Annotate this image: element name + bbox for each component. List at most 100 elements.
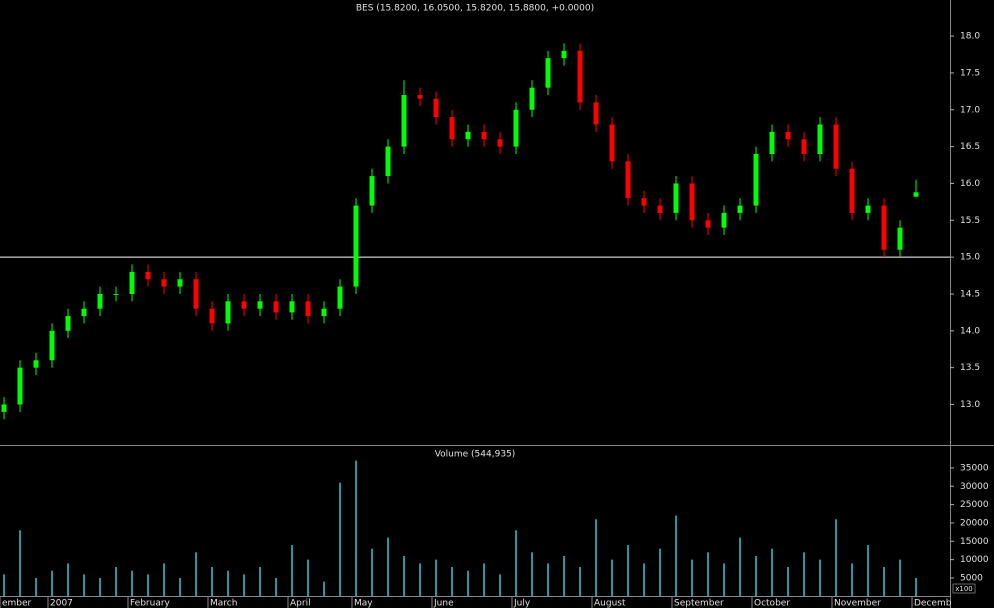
y-tick-label: 16.5 [960, 142, 980, 152]
candle-body [113, 293, 119, 295]
candle-body [497, 139, 503, 147]
candle-body [145, 271, 151, 280]
candle-body [833, 124, 839, 169]
candle-body [657, 205, 663, 213]
volume-bar [739, 537, 741, 597]
candle-body [705, 220, 711, 228]
candle-body [545, 58, 551, 88]
volume-bar [131, 570, 133, 597]
x-tick-label: June [433, 599, 454, 608]
volume-bar [419, 563, 421, 597]
candle-body [385, 146, 391, 177]
volume-tick-label: 35000 [960, 463, 989, 473]
volume-bar [579, 566, 581, 597]
volume-bar [835, 519, 837, 597]
volume-bar [611, 559, 613, 597]
y-tick-label: 17.0 [960, 105, 980, 115]
x-tick-label: Decemb [914, 599, 952, 608]
candle-body [273, 301, 279, 313]
unit-box [952, 583, 976, 594]
y-tick-label: 15.0 [960, 253, 980, 263]
candle-body [321, 308, 327, 317]
volume-bar [915, 577, 917, 597]
chart-title: BES (15.8200, 16.0500, 15.8200, 15.8800,… [356, 4, 594, 14]
volume-bar [755, 555, 757, 597]
volume-bar [291, 544, 293, 597]
volume-bar [563, 555, 565, 597]
candle-body [33, 360, 39, 368]
candle-body [193, 279, 199, 309]
volume-bar [643, 563, 645, 597]
candle-body [289, 301, 295, 313]
candle-body [577, 50, 583, 103]
candle-body [817, 124, 823, 154]
x-tick-label: May [354, 599, 373, 608]
candle-body [65, 316, 71, 331]
candle-body [1, 404, 7, 412]
x-tick-label: September [674, 599, 724, 608]
volume-bar [851, 563, 853, 597]
volume-bar [339, 482, 341, 597]
volume-tick-label: 5000 [960, 573, 983, 583]
y-tick-label: 13.5 [960, 363, 980, 373]
candle-body [401, 95, 407, 147]
candle-body [81, 308, 87, 317]
candle-body [785, 131, 791, 140]
volume-bar [323, 581, 325, 597]
volume-bar [435, 559, 437, 597]
candle-body [97, 293, 103, 309]
candle-body [769, 131, 775, 154]
volume-tick-label: 25000 [960, 500, 989, 510]
candle-body [609, 124, 615, 162]
volume-bar [627, 544, 629, 597]
y-tick-label: 14.5 [960, 289, 980, 299]
volume-bar [499, 574, 501, 597]
candle-body [449, 117, 455, 140]
y-tick-label: 17.5 [960, 68, 980, 78]
candle-body [337, 286, 343, 309]
candle-body [721, 212, 727, 228]
x-tick-label: October [754, 599, 790, 608]
volume-bar [307, 559, 309, 597]
volume-tick-label: 15000 [960, 537, 989, 547]
candle-body [753, 153, 759, 206]
candle-body [481, 131, 487, 140]
volume-bar [723, 563, 725, 597]
y-tick-label: 13.0 [960, 400, 980, 410]
volume-bar [83, 574, 85, 597]
y-tick-label: 14.0 [960, 326, 980, 336]
x-tick-label: March [210, 599, 237, 608]
volume-bar [691, 559, 693, 597]
volume-bar [547, 563, 549, 597]
volume-bar [195, 552, 197, 597]
volume-unit: x100 [955, 585, 973, 593]
x-tick-label: 2007 [50, 599, 73, 608]
candle-body [305, 301, 311, 317]
volume-bar [787, 566, 789, 597]
candle-body [433, 98, 439, 118]
volume-bar [387, 537, 389, 597]
volume-bar [67, 563, 69, 597]
volume-bar [467, 570, 469, 597]
candle-body [465, 131, 471, 140]
volume-bar [275, 577, 277, 597]
candle-body [913, 192, 919, 197]
candle-body [129, 271, 135, 294]
y-tick-label: 15.5 [960, 216, 980, 226]
volume-bar [179, 577, 181, 597]
volume-bar [771, 548, 773, 597]
candle-body [689, 183, 695, 221]
y-tick-label: 16.0 [960, 179, 980, 189]
candle-body [625, 161, 631, 199]
volume-bar [883, 566, 885, 597]
volume-bar [163, 563, 165, 597]
candle-body [561, 50, 567, 59]
volume-bar [803, 552, 805, 597]
candle-body [593, 102, 599, 125]
volume-bar [243, 574, 245, 597]
x-tick-label: August [594, 599, 626, 608]
candle-body [641, 198, 647, 206]
volume-bar [595, 519, 597, 597]
volume-bar [899, 559, 901, 597]
